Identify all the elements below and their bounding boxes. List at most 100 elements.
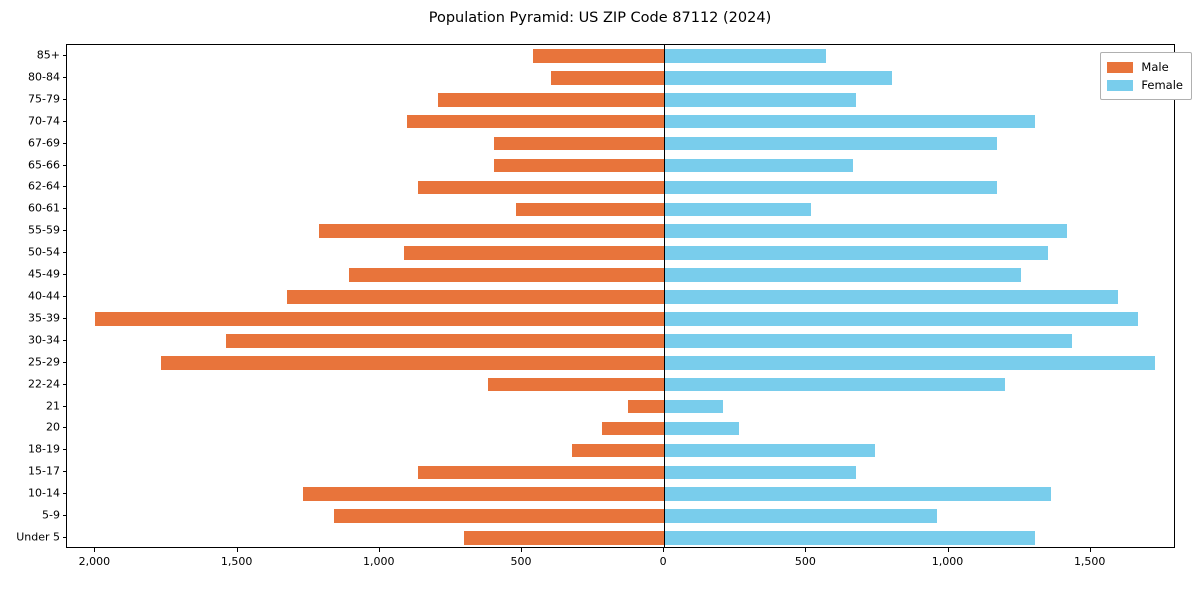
bar-female	[664, 290, 1118, 304]
pyramid-row	[67, 92, 1174, 107]
chart-title: Population Pyramid: US ZIP Code 87112 (2…	[428, 10, 772, 26]
x-axis-tick-label: 1,500	[1073, 555, 1106, 568]
pyramid-row	[67, 421, 1174, 436]
bar-female	[664, 268, 1021, 282]
pyramid-row	[67, 509, 1174, 523]
y-axis-label-45-49: 45-49	[28, 267, 60, 281]
y-axis-label-25-29: 25-29	[28, 355, 60, 369]
bar-female	[664, 114, 1036, 129]
x-axis-tick-mark	[663, 548, 665, 552]
y-axis-tick-mark	[62, 493, 66, 495]
bar-female	[664, 509, 937, 523]
pyramid-row	[67, 114, 1174, 129]
x-axis-tick-label: 0	[659, 555, 667, 568]
bar-male	[550, 71, 665, 85]
bar-female	[664, 377, 1006, 392]
bar-male	[406, 114, 665, 129]
bar-male	[493, 136, 665, 151]
y-axis-label-5-9: 5-9	[42, 508, 60, 522]
bar-female	[664, 531, 1036, 545]
y-axis-tick-mark	[62, 120, 66, 122]
y-axis-tick-mark	[62, 296, 66, 297]
bar-male	[334, 509, 665, 523]
y-axis-label-62-64: 62-64	[28, 179, 60, 193]
chart-legend: Male Female	[1100, 52, 1192, 100]
bar-female	[664, 443, 875, 458]
pyramid-row	[67, 180, 1174, 195]
y-axis-tick-mark	[62, 208, 66, 210]
legend-entry-male: Male	[1107, 58, 1183, 76]
y-axis-label-22-24: 22-24	[28, 377, 60, 391]
bar-male	[418, 465, 665, 480]
bar-male	[226, 334, 665, 348]
bar-female	[664, 71, 892, 85]
x-axis-tick-mark	[94, 548, 96, 552]
bar-male	[403, 246, 665, 260]
bar-male	[463, 531, 665, 545]
x-axis-tick-label: 500	[510, 555, 532, 568]
pyramid-row	[67, 487, 1174, 501]
y-axis-label-70-74: 70-74	[28, 114, 60, 128]
bars-layer	[67, 45, 1174, 547]
x-axis-tick-mark	[520, 548, 522, 552]
pyramid-row	[67, 136, 1174, 151]
y-axis-label-35-39: 35-39	[28, 311, 60, 325]
y-axis-tick-mark	[62, 98, 66, 100]
y-axis-tick-mark	[62, 252, 66, 254]
y-axis-label-10-14: 10-14	[28, 486, 60, 500]
y-axis-tick-mark	[62, 383, 66, 385]
legend-label-female: Female	[1141, 78, 1183, 92]
y-axis-tick-mark	[62, 405, 66, 407]
y-axis-tick-mark	[62, 361, 66, 363]
bar-female	[664, 49, 827, 63]
bar-female	[664, 465, 857, 480]
zero-axis-line	[664, 45, 666, 547]
pyramid-row	[67, 290, 1174, 304]
bar-female	[664, 92, 857, 107]
y-axis-label-50-54: 50-54	[28, 245, 60, 259]
bar-male	[287, 290, 665, 304]
pyramid-row	[67, 268, 1174, 282]
legend-swatch-female	[1107, 79, 1134, 91]
bar-male	[438, 92, 665, 107]
bar-female	[664, 399, 724, 414]
y-axis-tick-mark	[62, 76, 66, 78]
bar-male	[627, 399, 665, 414]
y-axis-tick-mark	[62, 339, 66, 341]
y-axis-label-80-84: 80-84	[28, 70, 60, 84]
bar-male	[516, 202, 665, 217]
bar-male	[348, 268, 665, 282]
x-axis-tick-mark	[378, 548, 380, 552]
bar-female	[664, 487, 1051, 501]
y-axis-tick-mark	[62, 515, 66, 517]
bar-male	[601, 421, 665, 436]
bar-female	[664, 202, 811, 217]
x-axis-tick-mark	[1089, 548, 1091, 552]
bar-female	[664, 355, 1155, 370]
bar-female	[664, 334, 1072, 348]
y-axis-tick-mark	[62, 230, 66, 232]
y-axis-label-67-69: 67-69	[28, 136, 60, 150]
pyramid-row	[67, 355, 1174, 370]
y-axis-tick-mark	[62, 164, 66, 166]
y-axis-tick-mark	[62, 427, 66, 429]
pyramid-row	[67, 377, 1174, 392]
y-axis-label-65-66: 65-66	[28, 158, 60, 172]
x-axis-tick-label: 1,500	[220, 555, 253, 568]
y-axis-tick-mark	[62, 449, 66, 451]
pyramid-row	[67, 465, 1174, 480]
y-axis-tick-mark	[62, 317, 66, 319]
x-axis-tick-label: 2,000	[78, 555, 111, 568]
bar-female	[664, 180, 997, 195]
y-axis-tick-mark	[62, 471, 66, 473]
pyramid-row	[67, 334, 1174, 348]
pyramid-row	[67, 246, 1174, 260]
pyramid-row	[67, 158, 1174, 173]
bar-male	[95, 312, 665, 326]
plot-area	[66, 44, 1175, 548]
bar-male	[318, 224, 665, 239]
bar-male	[571, 443, 665, 458]
bar-female	[664, 421, 739, 436]
legend-label-male: Male	[1141, 60, 1169, 74]
pyramid-row	[67, 202, 1174, 217]
